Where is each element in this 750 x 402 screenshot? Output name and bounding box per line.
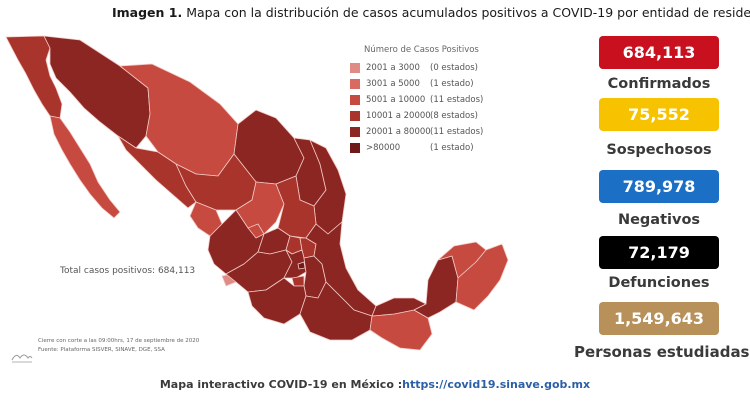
legend-swatch bbox=[350, 63, 360, 73]
state-baja-california-sur bbox=[49, 115, 121, 219]
legend-row: 5001 a 10000 (11 estados) bbox=[350, 92, 490, 108]
legend-range: 2001 a 3000 bbox=[366, 63, 420, 73]
interactive-map-link[interactable]: https://covid19.sinave.gob.mx bbox=[402, 378, 591, 391]
suspected-value: 75,552 bbox=[628, 105, 690, 124]
state-cdmx bbox=[297, 261, 306, 270]
figure-title: Imagen 1. Mapa con la distribución de ca… bbox=[112, 5, 750, 20]
cutoff-note: Cierre con corte a las 09:00hrs, 17 de s… bbox=[38, 338, 200, 344]
state-morelos bbox=[291, 275, 305, 287]
map-legend: Número de Casos Positivos 2001 a 3000 (0… bbox=[350, 45, 490, 156]
legend-count: (8 estados) bbox=[430, 111, 478, 121]
legend-swatch bbox=[350, 127, 360, 137]
state-sinaloa bbox=[117, 135, 197, 209]
legend-title: Número de Casos Positivos bbox=[364, 45, 479, 55]
state-campeche bbox=[413, 255, 459, 319]
legend-row: >80000 (1 estado) bbox=[350, 140, 490, 156]
negative-label: Negativos bbox=[617, 212, 701, 228]
state-baja-california bbox=[5, 35, 63, 119]
legend-row: 10001 a 20000 (8 estados) bbox=[350, 108, 490, 124]
state-chiapas bbox=[369, 309, 433, 351]
legend-swatch bbox=[350, 95, 360, 105]
deaths-label: Defunciones bbox=[608, 275, 710, 291]
studied-value-box: 1,549,643 bbox=[599, 302, 719, 335]
suspected-value-box: 75,552 bbox=[599, 98, 719, 131]
legend-range: >80000 bbox=[366, 143, 401, 153]
figure-number: Imagen 1. bbox=[112, 5, 183, 20]
studied-label: Personas estudiadas bbox=[574, 343, 750, 361]
legend-row: 3001 a 5000 (1 estado) bbox=[350, 76, 490, 92]
footer-text: Mapa interactivo COVID-19 en México : bbox=[159, 378, 403, 391]
legend-row: 2001 a 3000 (0 estados) bbox=[350, 60, 490, 76]
footer: Mapa interactivo COVID-19 en México :htt… bbox=[0, 378, 750, 391]
legend-swatch bbox=[350, 79, 360, 89]
legend-row: 20001 a 80000 (11 estados) bbox=[350, 124, 490, 140]
institution-logo-icon bbox=[11, 354, 33, 363]
legend-swatch bbox=[350, 143, 360, 153]
confirmed-value: 684,113 bbox=[622, 43, 696, 62]
deaths-value-box: 72,179 bbox=[599, 236, 719, 269]
confirmed-label: Confirmados bbox=[607, 76, 711, 92]
legend-range: 3001 a 5000 bbox=[366, 79, 420, 89]
legend-count: (11 estados) bbox=[430, 95, 484, 105]
deaths-value: 72,179 bbox=[628, 243, 690, 262]
legend-range: 10001 a 20000 bbox=[366, 111, 431, 121]
legend-count: (0 estados) bbox=[430, 63, 478, 73]
negative-value-box: 789,978 bbox=[599, 170, 719, 203]
mexico-choropleth-map bbox=[5, 35, 509, 351]
legend-count: (11 estados) bbox=[430, 127, 484, 137]
legend-swatch bbox=[350, 111, 360, 121]
legend-count: (1 estado) bbox=[430, 143, 474, 153]
figure-caption: Mapa con la distribución de casos acumul… bbox=[182, 5, 750, 20]
state-quintana-roo bbox=[455, 243, 509, 311]
confirmed-value-box: 684,113 bbox=[599, 36, 719, 69]
legend-range: 20001 a 80000 bbox=[366, 127, 431, 137]
legend-range: 5001 a 10000 bbox=[366, 95, 426, 105]
source-note: Fuente: Plataforma SISVER, SINAVE, DGE, … bbox=[38, 347, 165, 353]
negative-value: 789,978 bbox=[622, 177, 696, 196]
studied-value: 1,549,643 bbox=[613, 309, 705, 328]
legend-count: (1 estado) bbox=[430, 79, 474, 89]
suspected-label: Sospechosos bbox=[606, 142, 712, 158]
total-positive-cases: Total casos positivos: 684,113 bbox=[60, 266, 196, 276]
